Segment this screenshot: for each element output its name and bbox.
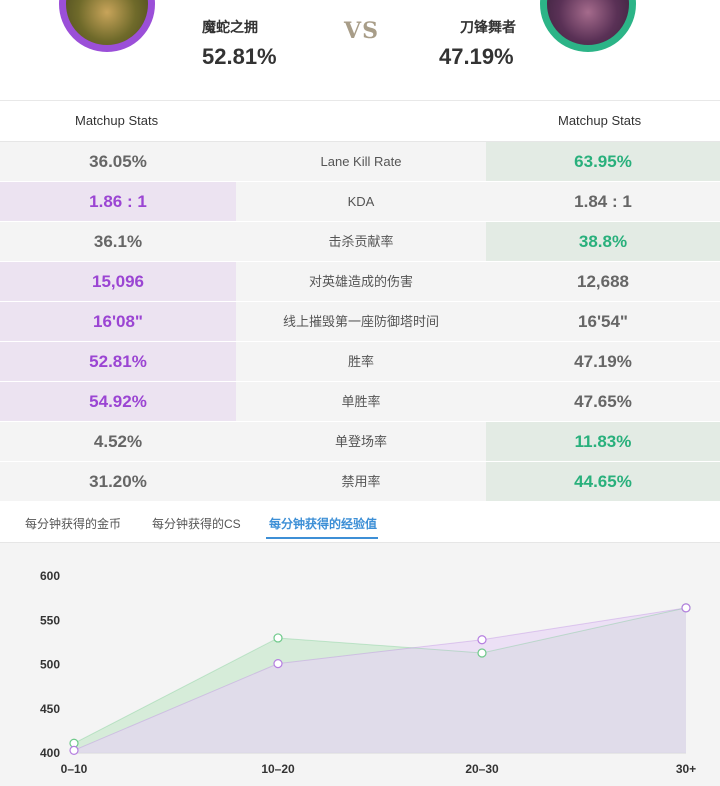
stats-header-left: Matchup Stats	[75, 113, 159, 128]
vs-label: VS	[344, 18, 379, 44]
stat-right-value: 44.65%	[486, 462, 720, 501]
stats-row: 16'08" 线上摧毁第一座防御塔时间 16'54"	[0, 302, 720, 342]
left-champion-name: 魔蛇之拥	[202, 19, 258, 35]
active-tab-indicator	[266, 537, 378, 539]
x-tick-label: 0–10	[61, 762, 88, 776]
series-line-0	[73, 607, 687, 744]
stats-row: 1.86 : 1 KDA 1.84 : 1	[0, 182, 720, 222]
data-point[interactable]	[69, 745, 79, 755]
stat-left-value: 31.20%	[89, 472, 147, 491]
right-champion-avatar[interactable]	[540, 0, 636, 52]
x-tick-label: 20–30	[465, 762, 499, 776]
y-tick-label: 450	[40, 702, 60, 716]
stats-row: 36.05% Lane Kill Rate 63.95%	[0, 142, 720, 182]
stat-label: KDA	[347, 194, 375, 209]
tab-xp-per-minute[interactable]: 每分钟获得的经验值	[269, 517, 378, 531]
stat-right-value: 47.65%	[574, 392, 632, 411]
stat-label: 单胜率	[341, 394, 381, 409]
stat-right-value: 63.95%	[486, 142, 720, 181]
stat-left-value: 54.92%	[0, 382, 236, 421]
stat-left-value: 36.05%	[89, 152, 147, 171]
stat-label: 胜率	[347, 354, 374, 369]
stats-header: Matchup Stats Matchup Stats	[0, 101, 720, 142]
series-area-1	[74, 607, 686, 753]
stats-row: 52.81% 胜率 47.19%	[0, 342, 720, 382]
stats-row: 31.20% 禁用率 44.65%	[0, 462, 720, 502]
stats-row: 4.52% 单登场率 11.83%	[0, 422, 720, 462]
stat-left-value: 1.86 : 1	[0, 182, 236, 221]
tab-gold-per-minute[interactable]: 每分钟获得的金币	[25, 517, 122, 531]
stat-right-value: 16'54"	[578, 312, 628, 331]
stat-right-value: 47.19%	[574, 352, 632, 371]
stat-label: 对英雄造成的伤害	[308, 274, 413, 289]
stat-left-value: 15,096	[0, 262, 236, 301]
data-point[interactable]	[273, 633, 283, 643]
right-champion-win-rate: 47.19%	[439, 44, 514, 69]
stat-right-value: 38.8%	[486, 222, 720, 261]
stats-row: 36.1% 击杀贡献率 38.8%	[0, 222, 720, 262]
y-tick-label: 500	[40, 658, 60, 672]
y-tick-label: 600	[40, 569, 60, 583]
stat-label: Lane Kill Rate	[320, 154, 402, 169]
stats-table: 36.05% Lane Kill Rate 63.95% 1.86 : 1 KD…	[0, 142, 720, 502]
left-champion-avatar[interactable]	[59, 0, 155, 52]
left-champion-win-rate: 52.81%	[202, 44, 277, 69]
right-champion-name: 刀锋舞者	[460, 19, 516, 35]
stat-label: 单登场率	[334, 434, 387, 449]
stats-row: 54.92% 单胜率 47.65%	[0, 382, 720, 422]
tab-cs-per-minute[interactable]: 每分钟获得的CS	[152, 517, 241, 531]
data-point[interactable]	[477, 648, 487, 658]
matchup-header: 魔蛇之拥 VS 刀锋舞者 52.81% 47.19%	[0, 0, 720, 101]
data-point[interactable]	[273, 659, 283, 669]
stat-left-value: 4.52%	[93, 432, 143, 451]
stat-label: 击杀贡献率	[328, 234, 394, 249]
stats-header-right: Matchup Stats	[558, 113, 642, 128]
y-tick-label: 550	[40, 613, 60, 627]
xp-chart-area: 600 550 500 450 400 0–10 10–20 20–30 30+	[0, 543, 720, 786]
stat-right-value: 1.84 : 1	[574, 192, 632, 211]
stat-label: 禁用率	[341, 474, 381, 489]
x-tick-label: 30+	[676, 762, 696, 776]
y-tick-label: 400	[40, 746, 60, 760]
x-tick-label: 10–20	[261, 762, 295, 776]
stat-left-value: 36.1%	[93, 232, 143, 251]
stat-left-value: 16'08"	[0, 302, 236, 341]
stat-right-value: 12,688	[577, 272, 629, 291]
stat-left-value: 52.81%	[0, 342, 236, 381]
series-line-1	[73, 607, 687, 751]
stats-row: 15,096 对英雄造成的伤害 12,688	[0, 262, 720, 302]
chart-tabs: 每分钟获得的金币 每分钟获得的CS 每分钟获得的经验值	[0, 502, 720, 543]
stat-label: 线上摧毁第一座防御塔时间	[282, 314, 439, 329]
data-point[interactable]	[477, 635, 487, 645]
stat-right-value: 11.83%	[486, 422, 720, 461]
data-point[interactable]	[681, 603, 691, 613]
